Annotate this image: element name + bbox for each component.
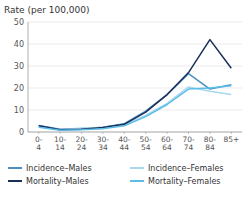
x-tick [102,132,103,134]
x-tick-label: 20-24 [75,135,88,152]
y-label: Rate (per 100,000) [4,5,90,15]
legend-swatch [130,167,144,169]
legend-label: Incidence–Females [148,164,224,173]
grid-line [28,66,242,67]
plot-area [39,40,232,131]
x-tick-label-line: 85+ [223,135,239,144]
x-tick-label: 60-64 [161,135,174,152]
y-axis [28,22,29,132]
x-tick [145,132,146,134]
y-tick-label: 50 [14,18,24,27]
legend-label: Mortality–Females [148,177,221,186]
x-tick-label-line: 14 [55,143,65,152]
legend-swatch [130,180,144,182]
series-line [39,87,232,130]
y-tick-label: 20 [14,84,24,93]
x-tick [231,132,232,134]
legend: Incidence–Males Incidence–Females Mortalit… [8,164,224,186]
y-tick-label: 40 [14,40,24,49]
x-tick [167,132,168,134]
grid-line [28,22,242,23]
x-tick-label: 10-14 [54,135,67,152]
grid-line [28,110,242,111]
x-tick-label: 70-74 [182,135,195,152]
x-tick-label: 40-44 [118,135,131,152]
x-tick-label-line: 34 [98,143,108,152]
x-tick-label: 85+ [223,135,239,144]
x-tick-label: 30-34 [97,135,110,152]
legend-swatch [8,167,22,169]
x-tick [60,132,61,134]
legend-swatch [8,180,22,182]
x-tick [188,132,189,134]
series-line [39,74,232,130]
x-tick-label-line: 74 [184,143,194,152]
x-tick-label-line: 54 [141,143,151,152]
legend-label: Incidence–Males [26,164,92,173]
grid-line [28,44,242,45]
y-tick-label: 10 [14,106,24,115]
x-tick-label: 0-4 [35,135,43,152]
y-tick-label: 0 [19,128,24,137]
x-tick [124,132,125,134]
x-tick [81,132,82,134]
chart: Rate (per 100,000) 0 10 20 30 40 50 0-4 10-14 20-… [0,0,250,202]
x-tick [38,132,39,134]
x-tick-label-line: 4 [36,143,41,152]
x-tick-label: 50-54 [140,135,153,152]
x-tick-label-line: 44 [120,143,130,152]
x-tick-label: 80-84 [204,135,217,152]
legend-label: Mortality–Males [26,177,89,186]
series-line [39,40,232,130]
x-tick-label-line: 64 [162,143,172,152]
x-tick-label-line: 84 [205,143,215,152]
x-tick-label-line: 24 [77,143,87,152]
series-line [39,86,232,130]
x-tick [209,132,210,134]
y-tick-label: 30 [14,62,24,71]
